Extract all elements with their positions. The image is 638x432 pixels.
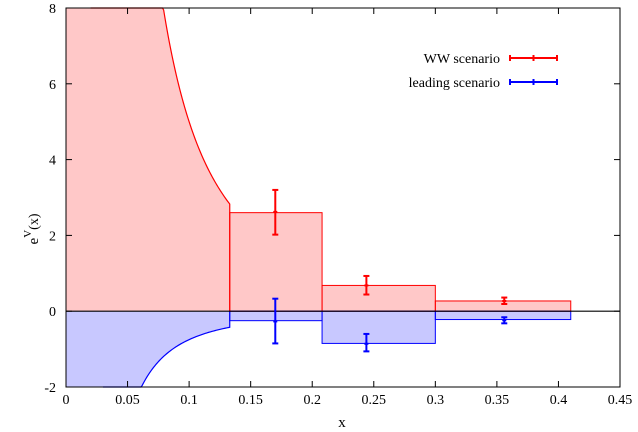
x-tick-label-4: 0.2 — [303, 393, 321, 408]
y-tick-label-5: 8 — [49, 2, 56, 17]
y-tick-label-3: 4 — [49, 154, 56, 169]
y-tick-label-1: 0 — [49, 305, 56, 320]
y-axis-title-sub: (x) — [27, 213, 42, 230]
axis-ticks — [65, 7, 621, 388]
x-tick-label-1: 0.05 — [115, 393, 140, 408]
point-series-1-1 — [363, 332, 370, 353]
x-tick-label-3: 0.15 — [238, 393, 263, 408]
point-series-0-1 — [363, 274, 370, 296]
y-axis-title-main: e — [26, 237, 42, 244]
legend: WW scenario leading scenario — [409, 52, 558, 91]
x-tick-label-0: 0 — [63, 393, 70, 408]
band-fill-series-1 — [66, 311, 571, 387]
x-axis-title: x — [338, 415, 346, 431]
y-tick-label-4: 6 — [49, 78, 56, 93]
legend-label-series-0: WW scenario — [424, 52, 500, 67]
x-tick-label-7: 0.35 — [485, 393, 510, 408]
point-series-0-0 — [272, 188, 279, 236]
legend-label-series-1: leading scenario — [409, 76, 500, 91]
tick-labels: 0 0.05 0.1 0.15 0.2 0.25 0.3 0.35 0.4 0.45 -2 0 2 4 6 8 — [44, 2, 632, 408]
point-series-1-0 — [272, 297, 279, 345]
band-fill-series-0 — [66, 8, 571, 312]
data-points — [272, 188, 508, 353]
y-axis-title-sup: V — [22, 230, 34, 238]
x-tick-label-8: 0.4 — [550, 393, 568, 408]
uncertainty-bands — [66, 8, 571, 387]
x-tick-label-6: 0.3 — [427, 393, 445, 408]
x-tick-label-2: 0.1 — [180, 393, 198, 408]
point-series-1-2 — [501, 316, 508, 325]
x-tick-label-5: 0.25 — [362, 393, 387, 408]
x-tick-label-9: 0.45 — [608, 393, 633, 408]
y-tick-label-0: -2 — [44, 381, 56, 396]
point-series-0-2 — [501, 296, 508, 305]
y-tick-label-2: 2 — [49, 229, 56, 244]
plot-frame — [65, 7, 621, 388]
y-axis-title: eV(x) — [22, 213, 42, 244]
